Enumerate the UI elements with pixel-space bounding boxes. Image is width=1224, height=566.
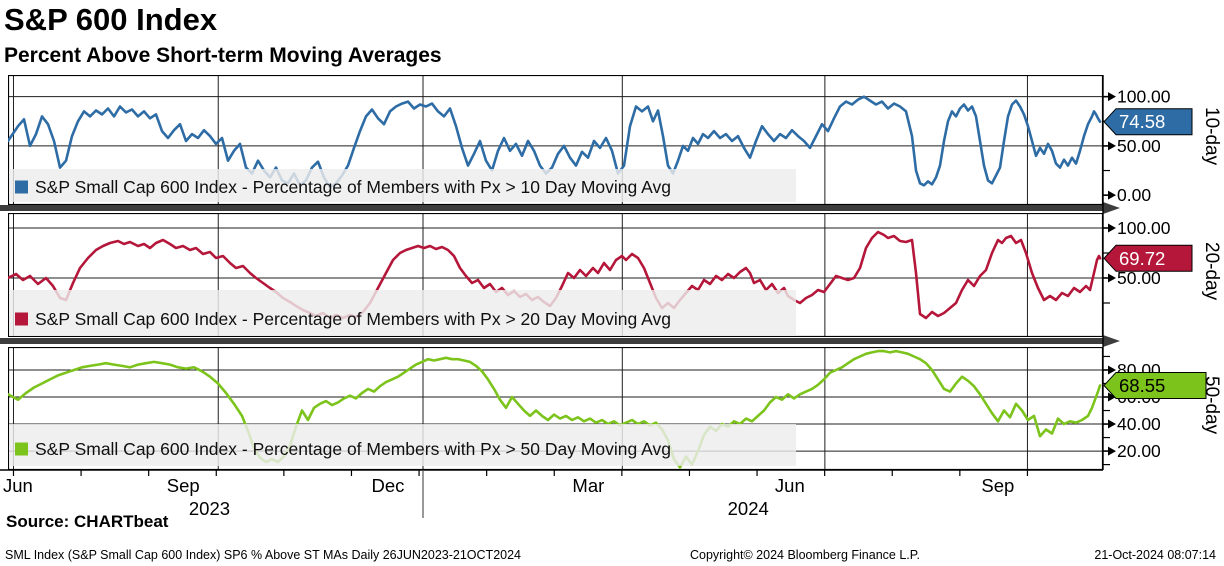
x-month-label: Jun xyxy=(3,475,33,496)
series-line-10-day xyxy=(8,95,1102,189)
y-tick-label: 20.00 xyxy=(1117,441,1161,461)
y-tick-arrow xyxy=(1108,365,1116,375)
panel-svg-20-day: S&P Small Cap 600 Index - Percentage of … xyxy=(8,213,1103,337)
y-tick-arrow xyxy=(1108,419,1116,429)
x-month-label: Dec xyxy=(372,475,405,496)
last-value-text-10-day: 74.58 xyxy=(1119,111,1165,132)
y-tick-label: 40.00 xyxy=(1117,414,1161,434)
legend-marker-10-day xyxy=(15,180,28,194)
legend-marker-20-day xyxy=(15,312,28,326)
footer-copyright: Copyright© 2024 Bloomberg Finance L.P. xyxy=(690,548,920,562)
panel-separator-bar xyxy=(0,205,1103,211)
y-tick-arrow xyxy=(1108,141,1116,151)
x-year-label: 2024 xyxy=(728,498,769,519)
page-subtitle: Percent Above Short-term Moving Averages xyxy=(4,44,442,67)
y-tick-label: 100.00 xyxy=(1117,87,1171,107)
y-tick-label: 50.00 xyxy=(1117,268,1161,288)
legend-band xyxy=(9,290,796,336)
legend-band xyxy=(9,169,796,202)
panel-separator-bar xyxy=(0,338,1103,344)
y-tick-label: 100.00 xyxy=(1117,218,1171,238)
panel-side-label-50-day: 50-day xyxy=(1201,375,1222,434)
y-tick-arrow xyxy=(1108,92,1116,102)
y-tick-arrow xyxy=(1108,223,1116,233)
separator-arrow xyxy=(1103,335,1120,347)
x-month-label: Sep xyxy=(981,475,1014,496)
y-tick-label: 50.00 xyxy=(1117,136,1161,156)
legend-marker-50-day xyxy=(15,442,28,456)
source-label: Source: CHARTbeat xyxy=(6,512,169,531)
series-line-20-day xyxy=(8,230,1102,320)
y-tick-arrow xyxy=(1108,446,1116,456)
last-value-badge-50-day xyxy=(1103,371,1207,399)
legend-label-50-day: S&P Small Cap 600 Index - Percentage of … xyxy=(35,439,671,459)
separator-arrow xyxy=(1103,202,1120,214)
last-value-text-20-day: 69.72 xyxy=(1119,248,1165,269)
y-tick-arrow xyxy=(1108,273,1116,283)
legend-band xyxy=(9,424,796,466)
y-tick-arrow xyxy=(1108,190,1116,200)
panel-side-label-20-day: 20-day xyxy=(1201,242,1222,301)
panel-svg-50-day: S&P Small Cap 600 Index - Percentage of … xyxy=(8,347,1103,470)
series-line-50-day xyxy=(8,349,1102,469)
x-month-label: Sep xyxy=(167,475,200,496)
panel-side-label-10-day: 10-day xyxy=(1201,107,1222,166)
footer-description: SML Index (S&P Small Cap 600 Index) SP6 … xyxy=(5,548,521,562)
last-value-badge-10-day xyxy=(1103,108,1193,136)
footer-timestamp: 21-Oct-2024 08:07:14 xyxy=(1094,548,1216,562)
y-tick-arrow xyxy=(1108,392,1116,402)
legend-label-10-day: S&P Small Cap 600 Index - Percentage of … xyxy=(35,177,671,197)
last-value-badge-20-day xyxy=(1103,244,1193,272)
legend-label-20-day: S&P Small Cap 600 Index - Percentage of … xyxy=(35,309,671,329)
y-tick-label: 60.00 xyxy=(1117,387,1161,407)
y-tick-label: 0.00 xyxy=(1117,185,1151,205)
y-tick-label: 80.00 xyxy=(1117,360,1161,380)
panel-svg-10-day: S&P Small Cap 600 Index - Percentage of … xyxy=(8,75,1103,205)
x-month-label: Jun xyxy=(775,475,805,496)
x-month-label: Mar xyxy=(572,475,604,496)
last-value-text-50-day: 68.55 xyxy=(1119,375,1165,396)
x-year-label: 2023 xyxy=(189,498,230,519)
page-title: S&P 600 Index xyxy=(4,2,218,37)
